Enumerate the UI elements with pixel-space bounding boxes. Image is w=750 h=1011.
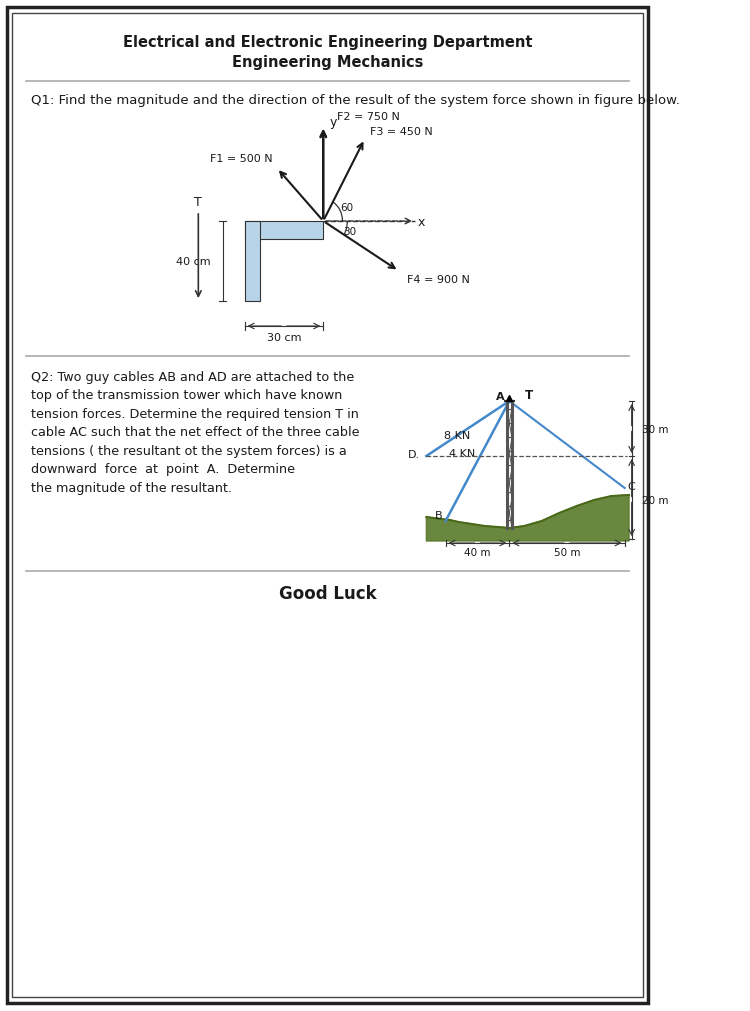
Text: T: T	[524, 388, 532, 401]
Polygon shape	[426, 495, 629, 542]
Text: tensions ( the resultant ot the system forces) is a: tensions ( the resultant ot the system f…	[31, 444, 347, 457]
Text: Good Luck: Good Luck	[279, 584, 376, 603]
Text: Q1: Find the magnitude and the direction of the result of the system force shown: Q1: Find the magnitude and the direction…	[31, 93, 680, 106]
Text: tension forces. Determine the required tension T in: tension forces. Determine the required t…	[31, 407, 358, 421]
Text: 8 KN: 8 KN	[444, 430, 470, 440]
Text: 50 m: 50 m	[554, 548, 580, 557]
Text: cable AC such that the net effect of the three cable: cable AC such that the net effect of the…	[31, 426, 359, 439]
Text: Electrical and Electronic Engineering Department: Electrical and Electronic Engineering De…	[123, 34, 532, 50]
Bar	[244, 221, 323, 240]
Text: 40 cm: 40 cm	[176, 257, 211, 267]
Text: A: A	[496, 391, 505, 401]
Text: F1 = 500 N: F1 = 500 N	[210, 154, 272, 164]
Text: F3 = 450 N: F3 = 450 N	[370, 126, 433, 136]
Text: 30 cm: 30 cm	[267, 333, 302, 343]
Text: 4 KN: 4 KN	[448, 449, 475, 459]
Text: 40 m: 40 m	[464, 548, 490, 557]
Text: D.: D.	[408, 450, 420, 460]
Text: 20 m: 20 m	[642, 495, 669, 506]
Text: 30: 30	[343, 226, 356, 237]
Text: C: C	[627, 481, 634, 491]
Text: Engineering Mechanics: Engineering Mechanics	[232, 55, 423, 70]
Text: F4 = 900 N: F4 = 900 N	[406, 275, 470, 285]
Text: 60: 60	[340, 203, 353, 212]
Bar	[244, 221, 260, 301]
Text: Q2: Two guy cables AB and AD are attached to the: Q2: Two guy cables AB and AD are attache…	[31, 370, 354, 383]
Text: 30 m: 30 m	[642, 424, 669, 434]
Text: T: T	[194, 195, 202, 208]
Text: top of the transmission tower which have known: top of the transmission tower which have…	[31, 388, 342, 401]
Text: downward  force  at  point  A.  Determine: downward force at point A. Determine	[31, 463, 295, 475]
Text: B: B	[435, 511, 442, 521]
Text: y: y	[329, 115, 337, 128]
Text: x: x	[418, 215, 424, 228]
Text: the magnitude of the resultant.: the magnitude of the resultant.	[31, 481, 232, 494]
Text: F2 = 750 N: F2 = 750 N	[338, 112, 400, 122]
